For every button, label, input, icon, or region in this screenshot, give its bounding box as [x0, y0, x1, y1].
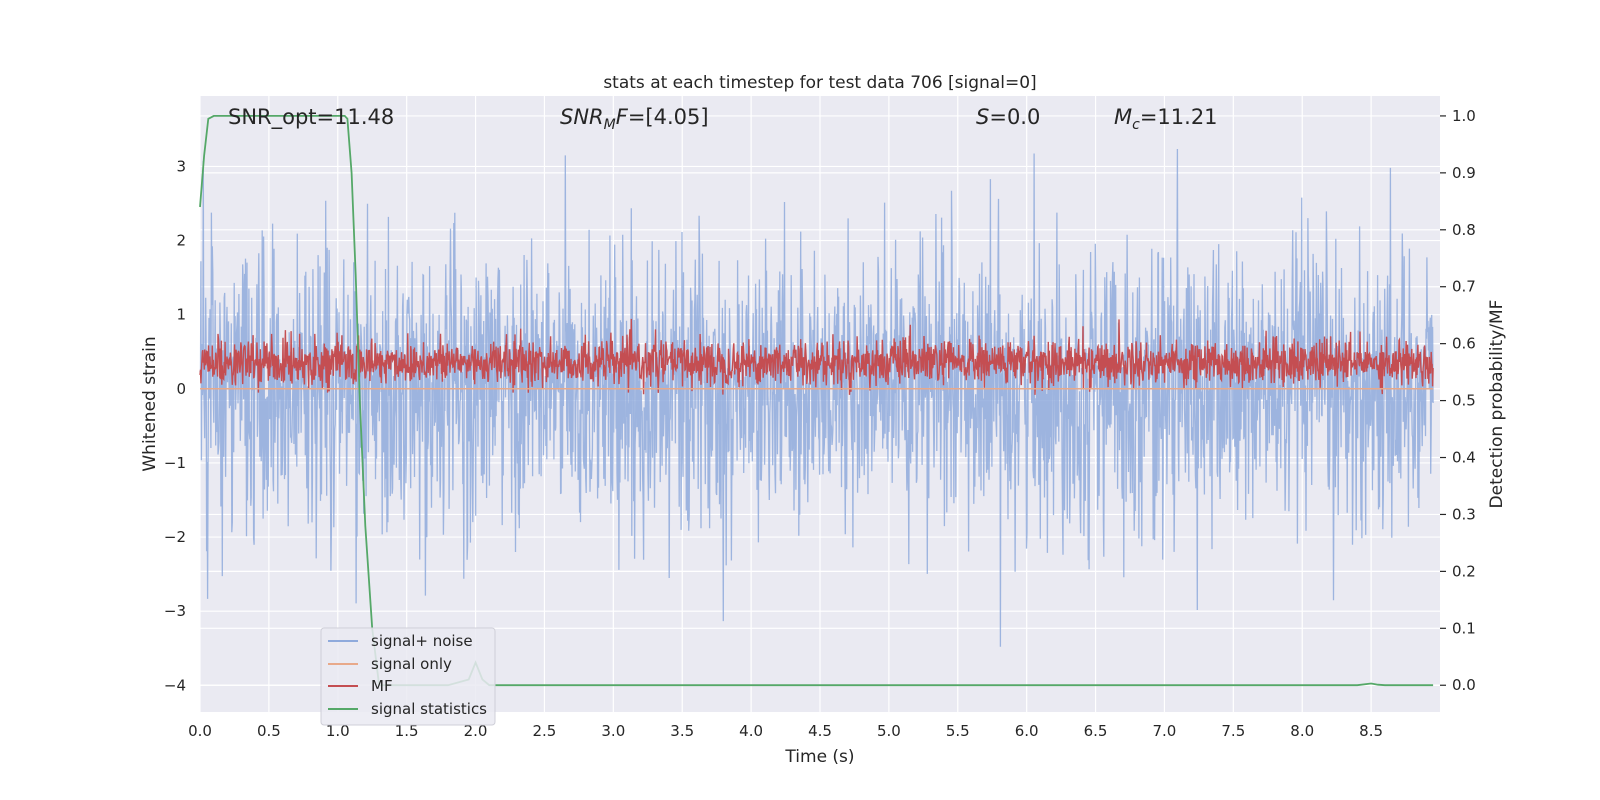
y-axis-ticks: 3 2 1 0 −1 −2 −3 −4 [164, 157, 186, 694]
annotation-snr-opt: SNR_opt=11.48 [228, 105, 394, 130]
annotation-mc-value: =11.21 [1140, 105, 1218, 129]
x-tick-label: 0.0 [188, 722, 212, 740]
y2-tick-label: 0.4 [1452, 449, 1476, 467]
x-axis-ticks: 0.0 0.5 1.0 1.5 2.0 2.5 3.0 3.5 4.0 4.5 5.0 5.5 6.0 6… [188, 722, 1383, 740]
y-tick-label: 2 [176, 232, 186, 250]
x-tick-label: 6.5 [1084, 722, 1108, 740]
x-tick-label: 1.5 [395, 722, 419, 740]
series-signal-noise [199, 148, 1434, 647]
y2-tick-label: 0.0 [1452, 676, 1476, 694]
y2-tick-label: 0.1 [1452, 619, 1476, 637]
x-tick-label: 3.0 [601, 722, 625, 740]
x-tick-label: 4.5 [808, 722, 832, 740]
x-tick-label: 8.5 [1359, 722, 1383, 740]
annotation-snr-mf-value: =[4.05] [628, 105, 709, 129]
x-tick-label: 7.5 [1221, 722, 1245, 740]
y2-axis-ticks: 1.0 0.9 0.8 0.7 0.6 0.5 0.4 0.3 0.2 0.1 0.0 [1440, 107, 1476, 694]
legend-label-mf: MF [371, 677, 393, 695]
annotation-s-value: =0.0 [989, 105, 1040, 129]
series-mf [199, 318, 1434, 395]
y-axis-label: Whitened strain [140, 336, 160, 471]
x-tick-label: 8.0 [1290, 722, 1314, 740]
x-tick-label: 5.0 [877, 722, 901, 740]
y2-tick-label: 0.9 [1452, 164, 1476, 182]
annotation-snr-mf-sub: M [604, 117, 616, 133]
y-tick-label: 1 [176, 306, 186, 324]
annotation-mc-italic: M [1114, 105, 1132, 129]
legend: signal+ noise signal only MF signal stat… [320, 627, 496, 726]
x-tick-label: 2.5 [533, 722, 557, 740]
x-tick-label: 6.0 [1015, 722, 1039, 740]
x-axis-label: Time (s) [784, 747, 854, 767]
y-tick-label: 0 [176, 380, 186, 398]
y-tick-label: −4 [164, 676, 186, 694]
legend-label-signal-statistics: signal statistics [371, 700, 487, 718]
annotation-s: S=0.0 [976, 105, 1040, 129]
legend-box [320, 627, 496, 726]
x-tick-label: 0.5 [257, 722, 281, 740]
signal-noise-line [199, 148, 1434, 647]
x-tick-label: 5.5 [946, 722, 970, 740]
chart-title: stats at each timestep for test data 706… [603, 73, 1036, 93]
y2-tick-label: 0.5 [1452, 392, 1476, 410]
y-tick-label: −3 [164, 602, 186, 620]
x-tick-label: 7.0 [1153, 722, 1177, 740]
y2-tick-label: 0.8 [1452, 221, 1476, 239]
mf-line [199, 318, 1434, 395]
y-tick-label: −2 [164, 528, 186, 546]
y-tick-label: 3 [176, 157, 186, 175]
y2-tick-label: 0.2 [1452, 562, 1476, 580]
y2-tick-label: 0.3 [1452, 505, 1476, 523]
y-tick-label: −1 [164, 454, 186, 472]
y2-tick-label: 0.7 [1452, 278, 1476, 296]
annotation-snr-mf: SNRMF=[4.05] [560, 105, 709, 133]
x-tick-label: 1.0 [326, 722, 350, 740]
legend-label-signal-noise: signal+ noise [371, 632, 473, 650]
legend-label-signal-only: signal only [371, 655, 452, 673]
y2-tick-label: 1.0 [1452, 107, 1476, 125]
x-tick-label: 2.0 [464, 722, 488, 740]
annotation-snr-mf-italic: SNR [560, 105, 604, 129]
y2-axis-label: Detection probability/MF [1487, 300, 1507, 509]
annotation-mc: Mc=11.21 [1114, 105, 1218, 133]
y2-tick-label: 0.6 [1452, 335, 1476, 353]
annotation-s-italic: S [976, 105, 989, 129]
annotation-mc-sub: c [1132, 117, 1140, 133]
x-tick-label: 3.5 [670, 722, 694, 740]
annotation-snr-mf-italic2: F [616, 105, 629, 129]
x-tick-label: 4.0 [739, 722, 763, 740]
